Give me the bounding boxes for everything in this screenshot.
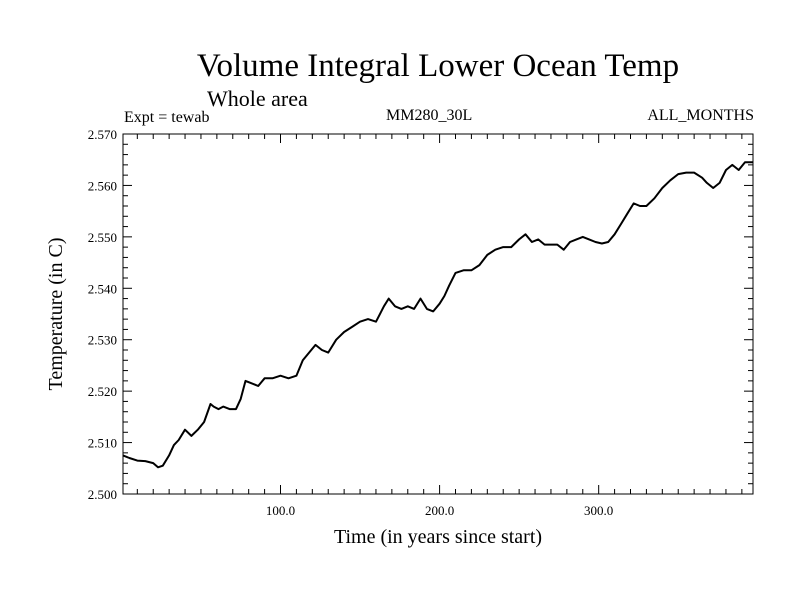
y-tick-label: 2.560 [88, 178, 117, 193]
y-tick-label: 2.520 [88, 384, 117, 399]
experiment-label: Expt = tewab [124, 109, 210, 126]
x-tick-label: 200.0 [425, 503, 454, 518]
run-label: MM280_30L [386, 107, 473, 124]
y-tick-label: 2.510 [88, 436, 117, 451]
chart-title: Volume Integral Lower Ocean Temp [196, 48, 680, 84]
chart-subtitle: Whole area [207, 86, 308, 111]
temperature-series-line [122, 161, 753, 469]
y-tick-label: 2.540 [88, 281, 117, 296]
x-axis-title: Time (in years since start) [334, 526, 542, 548]
y-tick-label: 2.500 [88, 487, 117, 502]
y-axis-title: Temperature (in C) [45, 238, 67, 391]
x-tick-label: 100.0 [266, 503, 295, 518]
months-label: ALL_MONTHS [647, 107, 754, 124]
y-tick-label: 2.550 [88, 230, 117, 245]
y-tick-label: 2.570 [88, 127, 117, 142]
axis-ticks [123, 133, 753, 495]
y-tick-label: 2.530 [88, 333, 117, 348]
x-tick-label: 300.0 [584, 503, 613, 518]
axis-tick-labels: 100.0 200.0 300.0 2.500 2.510 2.520 2.530 2.540… [88, 127, 614, 518]
plot-frame [122, 133, 754, 495]
